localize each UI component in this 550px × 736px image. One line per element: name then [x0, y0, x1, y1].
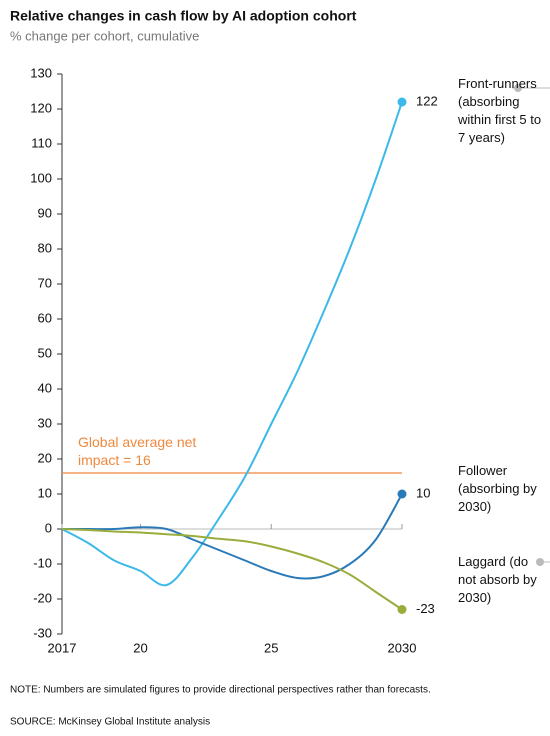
value-label: -23 — [416, 601, 435, 616]
end-dot — [397, 97, 407, 107]
x-tick-label: 2017 — [48, 640, 77, 655]
y-tick-label: 70 — [38, 275, 52, 290]
y-tick-label: -10 — [33, 555, 52, 570]
legend-label: Laggard (do not absorb by 2030) — [458, 554, 537, 605]
value-label: 122 — [416, 93, 438, 108]
y-tick-label: 30 — [38, 415, 52, 430]
y-tick-label: 130 — [30, 65, 52, 80]
x-tick-label: 25 — [264, 640, 278, 655]
y-tick-label: 120 — [30, 100, 52, 115]
y-tick-label: 10 — [38, 485, 52, 500]
end-dot — [397, 489, 407, 499]
y-tick-label: 0 — [45, 520, 52, 535]
chart-subtitle: % change per cohort, cumulative — [10, 28, 199, 43]
x-tick-label: 20 — [133, 640, 147, 655]
end-dot — [397, 605, 407, 614]
y-tick-label: 20 — [38, 450, 52, 465]
y-tick-label: 50 — [38, 345, 52, 360]
reference-label: Global average net impact = 16 — [78, 434, 197, 468]
legend-label: Front-runners (absorbing within first 5 … — [458, 76, 542, 145]
y-tick-label: 100 — [30, 170, 52, 185]
connector-dot — [536, 558, 544, 566]
value-label: 10 — [416, 485, 430, 500]
series-line — [62, 493, 403, 580]
chart-title: Relative changes in cash flow by AI adop… — [10, 8, 357, 24]
y-tick-label: -20 — [33, 590, 52, 605]
series-line — [61, 101, 403, 587]
y-tick-label: 40 — [38, 380, 52, 395]
x-tick-label: 2030 — [388, 640, 417, 655]
y-tick-label: 80 — [38, 240, 52, 255]
y-tick-label: 60 — [38, 310, 52, 325]
legend-label: Follower (absorbing by 2030) — [458, 463, 537, 514]
source: SOURCE: McKinsey Global Institute analys… — [10, 717, 210, 728]
series-line — [61, 528, 403, 611]
connector-dot — [514, 84, 522, 92]
note: NOTE: Numbers are simulated figures to p… — [10, 685, 431, 696]
y-tick-label: 90 — [38, 205, 52, 220]
y-tick-label: 110 — [31, 135, 52, 150]
y-tick-label: -30 — [33, 625, 52, 640]
